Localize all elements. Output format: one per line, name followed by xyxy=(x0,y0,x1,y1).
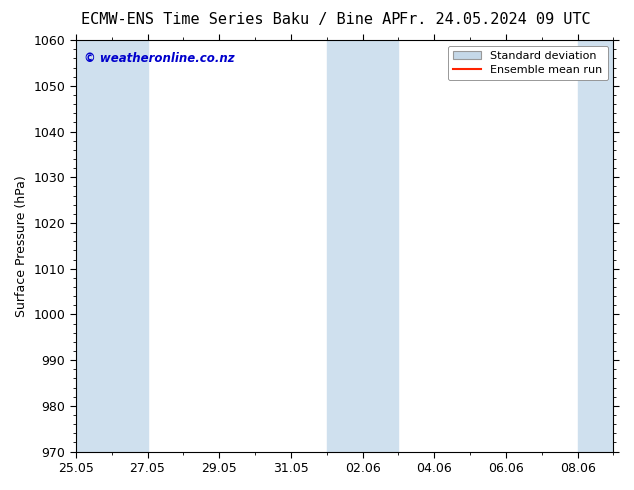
Bar xyxy=(578,40,614,452)
Text: Fr. 24.05.2024 09 UTC: Fr. 24.05.2024 09 UTC xyxy=(399,12,590,27)
Text: © weatheronline.co.nz: © weatheronline.co.nz xyxy=(84,52,235,66)
Bar xyxy=(76,40,148,452)
Bar xyxy=(327,40,398,452)
Y-axis label: Surface Pressure (hPa): Surface Pressure (hPa) xyxy=(15,175,28,317)
Legend: Standard deviation, Ensemble mean run: Standard deviation, Ensemble mean run xyxy=(448,46,608,80)
Text: ECMW-ENS Time Series Baku / Bine AP: ECMW-ENS Time Series Baku / Bine AP xyxy=(81,12,401,27)
